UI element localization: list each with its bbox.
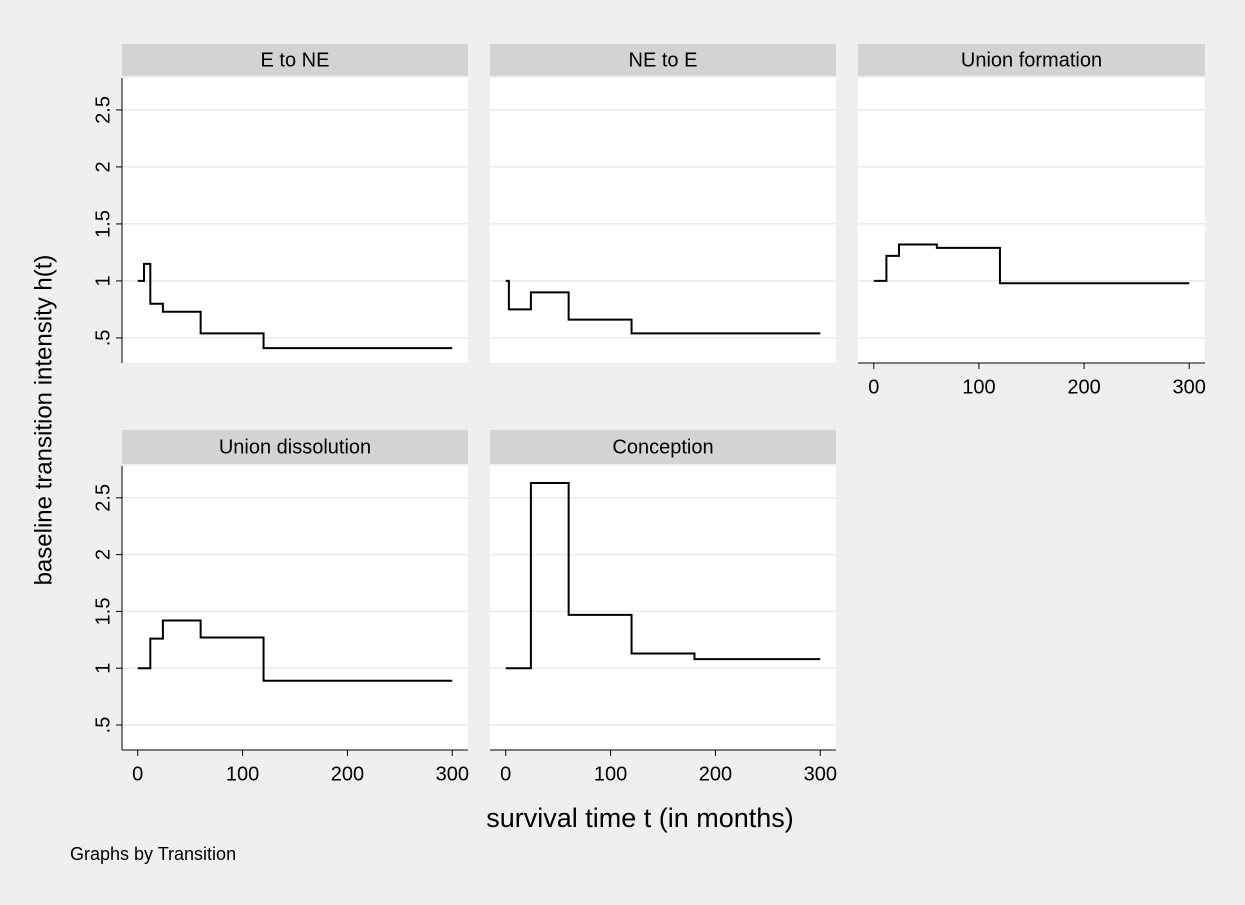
panel-header [490,44,836,76]
x-tick-label: 0 [500,763,511,785]
y-tick-label: 1.5 [92,210,114,238]
panel-header [490,430,836,464]
x-tick-label: 300 [1173,376,1206,398]
step-line [505,279,821,335]
step-line [137,619,453,682]
plot-area [490,78,836,363]
panel-title: Conception [612,436,713,458]
panel-title: Union dissolution [219,436,371,458]
x-tick-label: 0 [132,763,143,785]
plot-area [122,466,468,750]
x-tick-label: 0 [868,376,879,398]
plot-area [858,78,1205,363]
x-tick-label: 100 [594,763,627,785]
y-tick-label: 2.5 [92,96,114,124]
y-tick-label: .5 [92,717,114,734]
y-tick-label: 2 [92,549,114,560]
step-line [505,482,821,670]
panel-title: Union formation [961,49,1102,71]
panel-header [122,430,468,464]
panel-title: NE to E [629,49,698,71]
x-tick-label: 300 [436,763,469,785]
panel-header [858,44,1205,76]
step-line [873,243,1190,285]
y-axis-label: baseline transition intensity h(t) [30,255,57,586]
x-tick-label: 200 [331,763,364,785]
y-tick-label: 2.5 [92,484,114,512]
panel-title: E to NE [261,49,330,71]
y-tick-label: 1 [92,275,114,286]
y-tick-label: 1 [92,663,114,674]
note: Graphs by Transition [70,844,236,864]
plot-area [490,466,836,750]
y-tick-label: 2 [92,161,114,172]
x-tick-label: 200 [699,763,732,785]
x-tick-label: 200 [1067,376,1100,398]
x-axis-label: survival time t (in months) [486,803,794,833]
panel-header [122,44,468,76]
plot-area [122,78,468,363]
y-tick-label: 1.5 [92,598,114,626]
x-tick-label: 300 [804,763,837,785]
step-line [137,262,453,350]
y-tick-label: .5 [92,330,114,347]
x-tick-label: 100 [226,763,259,785]
x-tick-label: 100 [962,376,995,398]
